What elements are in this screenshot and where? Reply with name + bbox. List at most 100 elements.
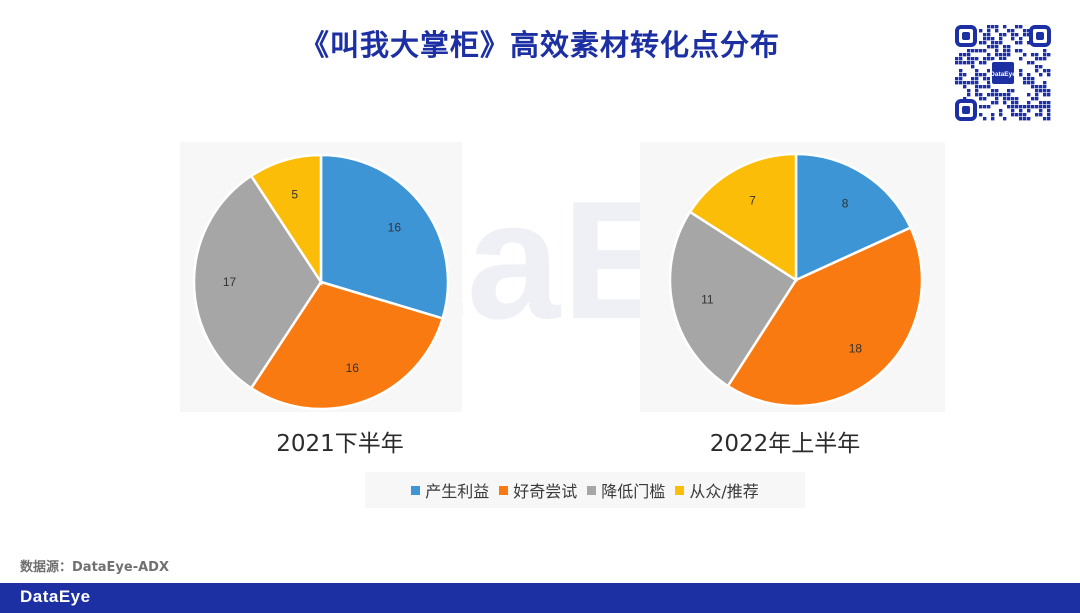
qr-module bbox=[963, 73, 967, 77]
qr-logo-text: DataEye bbox=[990, 71, 1016, 78]
qr-module bbox=[979, 105, 983, 109]
qr-module bbox=[1007, 29, 1011, 33]
qr-module bbox=[1039, 113, 1043, 117]
legend-item-follow-recommend: 从众/推荐 bbox=[675, 478, 759, 502]
qr-module bbox=[987, 33, 991, 37]
legend-label: 好奇尝试 bbox=[513, 482, 578, 501]
qr-module bbox=[959, 53, 963, 57]
qr-module bbox=[995, 41, 999, 45]
qr-module bbox=[1003, 97, 1007, 101]
qr-module bbox=[1023, 113, 1027, 117]
qr-module bbox=[1035, 89, 1039, 93]
qr-module bbox=[1011, 29, 1015, 33]
qr-module bbox=[999, 41, 1003, 45]
qr-module bbox=[987, 81, 991, 85]
qr-module bbox=[959, 81, 963, 85]
qr-module bbox=[987, 105, 991, 109]
pie-data-label: 18 bbox=[849, 342, 863, 356]
qr-module bbox=[1011, 113, 1015, 117]
qr-module bbox=[999, 33, 1003, 37]
qr-module bbox=[995, 49, 999, 53]
qr-module bbox=[1047, 89, 1051, 93]
qr-module bbox=[987, 29, 991, 33]
pie-data-label: 7 bbox=[749, 193, 756, 207]
qr-module bbox=[1031, 77, 1035, 81]
qr-module bbox=[1039, 109, 1043, 113]
qr-module bbox=[1003, 45, 1007, 49]
qr-module bbox=[1019, 69, 1023, 73]
pie-slice-lower-threshold bbox=[192, 174, 323, 390]
qr-module bbox=[967, 57, 971, 61]
qr-module bbox=[987, 37, 991, 41]
qr-module bbox=[1043, 105, 1047, 109]
legend-label: 降低门槛 bbox=[601, 482, 666, 501]
qr-module bbox=[1027, 81, 1031, 85]
qr-module bbox=[1027, 73, 1031, 77]
qr-module bbox=[1031, 85, 1035, 89]
qr-module bbox=[975, 69, 979, 73]
qr-module bbox=[991, 89, 995, 93]
qr-module bbox=[983, 57, 987, 61]
qr-module bbox=[995, 89, 999, 93]
qr-module bbox=[991, 117, 995, 121]
qr-module bbox=[995, 53, 999, 57]
qr-module bbox=[959, 61, 963, 65]
qr-module bbox=[1035, 93, 1039, 97]
qr-module bbox=[999, 113, 1003, 117]
qr-module bbox=[1039, 101, 1043, 105]
qr-module bbox=[1015, 41, 1019, 45]
qr-module bbox=[1047, 105, 1051, 109]
qr-module bbox=[1011, 109, 1015, 113]
qr-module bbox=[1035, 113, 1039, 117]
qr-module bbox=[983, 105, 987, 109]
qr-module bbox=[995, 29, 999, 33]
qr-module bbox=[987, 25, 991, 29]
qr-module bbox=[1031, 105, 1035, 109]
legend-item-curiosity: 好奇尝试 bbox=[499, 478, 577, 502]
qr-module bbox=[991, 37, 995, 41]
qr-module bbox=[1027, 105, 1031, 109]
qr-module bbox=[983, 85, 987, 89]
pie-slice-follow-recommend bbox=[249, 153, 323, 287]
qr-module bbox=[1027, 29, 1031, 33]
qr-module bbox=[983, 61, 987, 65]
qr-module bbox=[999, 93, 1003, 97]
qr-module bbox=[1019, 117, 1023, 121]
qr-module bbox=[1047, 109, 1051, 113]
qr-module bbox=[1039, 85, 1043, 89]
qr-module bbox=[1023, 105, 1027, 109]
pie-slice-curiosity bbox=[726, 226, 924, 408]
qr-module bbox=[975, 73, 979, 77]
qr-module bbox=[1047, 101, 1051, 105]
legend-swatch bbox=[499, 485, 509, 495]
qr-module bbox=[1019, 41, 1023, 45]
qr-module bbox=[1011, 97, 1015, 101]
qr-module bbox=[971, 57, 975, 61]
qr-module bbox=[967, 49, 971, 53]
data-source: 数据源：DataEye-ADX bbox=[20, 560, 169, 575]
qr-module bbox=[1027, 61, 1031, 65]
qr-module bbox=[1023, 77, 1027, 81]
qr-module bbox=[1007, 53, 1011, 57]
qr-module bbox=[999, 109, 1003, 113]
qr-module bbox=[979, 85, 983, 89]
qr-module bbox=[1003, 117, 1007, 121]
qr-module bbox=[1019, 57, 1023, 61]
qr-module bbox=[983, 73, 987, 77]
qr-module bbox=[975, 57, 979, 61]
qr-module bbox=[1011, 89, 1015, 93]
qr-module bbox=[1047, 117, 1051, 121]
qr-module bbox=[999, 37, 1003, 41]
qr-module bbox=[1019, 109, 1023, 113]
pie-data-label: 8 bbox=[842, 197, 849, 211]
qr-module bbox=[1003, 33, 1007, 37]
qr-module bbox=[975, 93, 979, 97]
qr-module bbox=[991, 113, 995, 117]
qr-module bbox=[987, 85, 991, 89]
qr-module bbox=[1039, 89, 1043, 93]
qr-module bbox=[991, 25, 995, 29]
qr-module bbox=[1047, 53, 1051, 57]
qr-module bbox=[1011, 105, 1015, 109]
qr-module bbox=[1027, 77, 1031, 81]
qr-module bbox=[1043, 85, 1047, 89]
